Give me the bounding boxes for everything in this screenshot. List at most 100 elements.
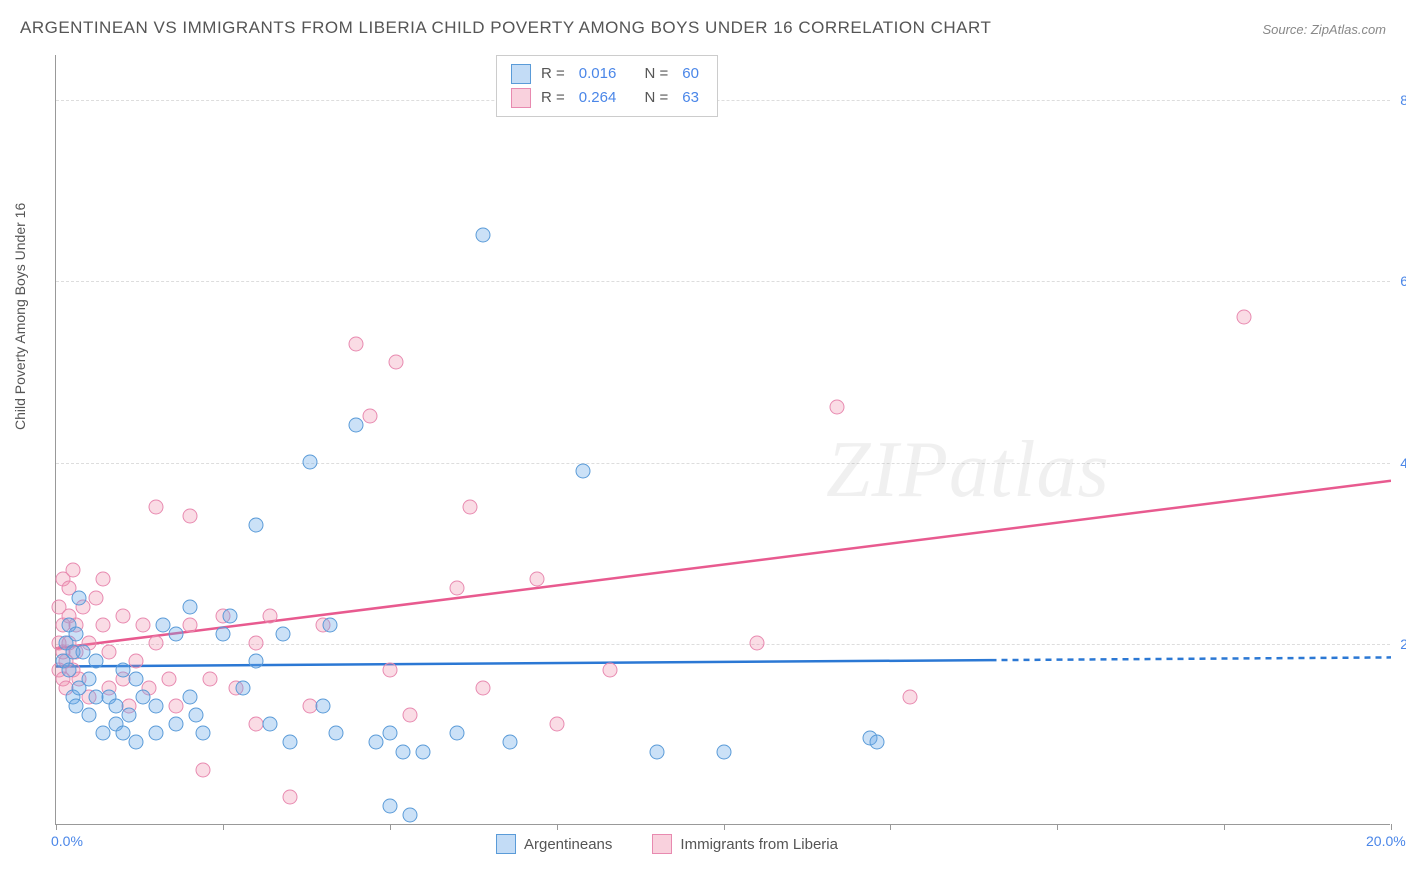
x-tick xyxy=(1391,824,1392,830)
data-point xyxy=(502,735,517,750)
data-point xyxy=(402,708,417,723)
swatch-blue xyxy=(511,64,531,84)
data-point xyxy=(829,400,844,415)
data-point xyxy=(529,572,544,587)
data-point xyxy=(870,735,885,750)
data-point xyxy=(249,635,264,650)
trend-lines xyxy=(56,55,1391,825)
x-tick xyxy=(890,824,891,830)
data-point xyxy=(282,789,297,804)
chart-title: ARGENTINEAN VS IMMIGRANTS FROM LIBERIA C… xyxy=(20,18,991,38)
data-point xyxy=(476,681,491,696)
data-point xyxy=(95,572,110,587)
data-point xyxy=(262,608,277,623)
trend-line xyxy=(991,657,1392,660)
x-tick xyxy=(390,824,391,830)
data-point xyxy=(65,563,80,578)
data-point xyxy=(402,807,417,822)
data-point xyxy=(416,744,431,759)
data-point xyxy=(382,798,397,813)
data-point xyxy=(749,635,764,650)
data-point xyxy=(115,663,130,678)
data-point xyxy=(189,708,204,723)
data-point xyxy=(169,626,184,641)
r-value-pink: 0.264 xyxy=(579,86,617,110)
data-point xyxy=(149,699,164,714)
data-point xyxy=(182,509,197,524)
data-point xyxy=(129,735,144,750)
data-point xyxy=(449,581,464,596)
x-tick xyxy=(1224,824,1225,830)
data-point xyxy=(169,699,184,714)
x-tick xyxy=(56,824,57,830)
data-point xyxy=(275,626,290,641)
data-point xyxy=(69,626,84,641)
r-label: R = xyxy=(541,62,565,86)
data-point xyxy=(476,228,491,243)
data-point xyxy=(89,653,104,668)
data-point xyxy=(82,672,97,687)
data-point xyxy=(149,635,164,650)
data-point xyxy=(115,608,130,623)
data-point xyxy=(903,690,918,705)
x-tick xyxy=(223,824,224,830)
data-point xyxy=(329,726,344,741)
data-point xyxy=(195,762,210,777)
data-point xyxy=(122,708,137,723)
x-tick xyxy=(557,824,558,830)
series-legend: Argentineans Immigrants from Liberia xyxy=(496,834,838,854)
data-point xyxy=(95,617,110,632)
data-point xyxy=(195,726,210,741)
y-tick-label: 20.0% xyxy=(1400,636,1406,652)
data-point xyxy=(115,726,130,741)
data-point xyxy=(603,663,618,678)
trend-line xyxy=(56,660,991,666)
data-point xyxy=(135,617,150,632)
swatch-pink xyxy=(652,834,672,854)
data-point xyxy=(102,644,117,659)
stats-legend: R = 0.016 N = 60 R = 0.264 N = 63 xyxy=(496,55,718,117)
y-tick-label: 80.0% xyxy=(1400,92,1406,108)
swatch-blue xyxy=(496,834,516,854)
n-label: N = xyxy=(644,86,668,110)
data-point xyxy=(182,690,197,705)
gridline xyxy=(56,100,1390,101)
stats-row-blue: R = 0.016 N = 60 xyxy=(511,62,703,86)
r-label: R = xyxy=(541,86,565,110)
legend-item-blue: Argentineans xyxy=(496,834,612,854)
data-point xyxy=(396,744,411,759)
gridline xyxy=(56,463,1390,464)
legend-label-pink: Immigrants from Liberia xyxy=(680,836,838,853)
data-point xyxy=(322,617,337,632)
data-point xyxy=(215,626,230,641)
data-point xyxy=(549,717,564,732)
data-point xyxy=(95,726,110,741)
data-point xyxy=(69,699,84,714)
stats-row-pink: R = 0.264 N = 63 xyxy=(511,86,703,110)
data-point xyxy=(149,726,164,741)
data-point xyxy=(382,726,397,741)
data-point xyxy=(649,744,664,759)
data-point xyxy=(162,672,177,687)
n-value-pink: 63 xyxy=(682,86,699,110)
legend-label-blue: Argentineans xyxy=(524,836,612,853)
data-point xyxy=(182,599,197,614)
x-tick xyxy=(1057,824,1058,830)
data-point xyxy=(169,717,184,732)
x-tick xyxy=(724,824,725,830)
data-point xyxy=(202,672,217,687)
data-point xyxy=(135,690,150,705)
data-point xyxy=(449,726,464,741)
gridline xyxy=(56,281,1390,282)
data-point xyxy=(75,644,90,659)
x-tick-label: 20.0% xyxy=(1366,833,1406,849)
data-point xyxy=(82,708,97,723)
data-point xyxy=(109,699,124,714)
y-tick-label: 60.0% xyxy=(1400,273,1406,289)
data-point xyxy=(302,454,317,469)
data-point xyxy=(222,608,237,623)
source-label: Source: ZipAtlas.com xyxy=(1262,22,1386,37)
data-point xyxy=(72,590,87,605)
n-value-blue: 60 xyxy=(682,62,699,86)
data-point xyxy=(235,681,250,696)
